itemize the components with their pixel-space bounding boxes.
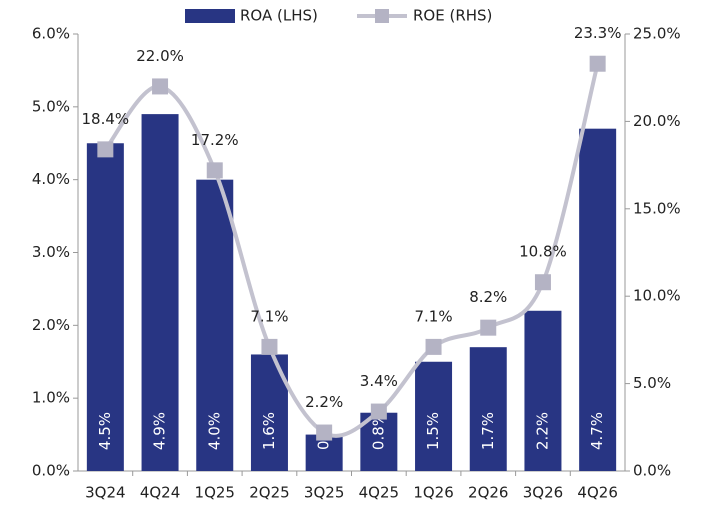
x-tick-label: 2Q25 — [249, 484, 289, 502]
bar-value-label: 4.7% — [588, 412, 606, 450]
legend-label: ROE (RHS) — [413, 7, 492, 25]
y-tick-label: 0.0% — [32, 462, 70, 480]
x-tick-label: 4Q26 — [577, 484, 617, 502]
legend-swatch — [185, 9, 235, 23]
y2-tick-label: 0.0% — [633, 462, 671, 480]
roe-marker — [480, 319, 497, 336]
y2-tick-label: 10.0% — [633, 287, 681, 305]
legend-label: ROA (LHS) — [240, 7, 318, 25]
x-tick-label: 4Q24 — [140, 484, 180, 502]
x-tick-label: 3Q25 — [304, 484, 344, 502]
bar — [469, 347, 507, 471]
roe-marker — [370, 403, 387, 420]
bar-value-label: 1.6% — [260, 412, 278, 450]
line-value-label: 23.3% — [574, 24, 622, 42]
roe-marker — [261, 338, 278, 355]
y-tick-label: 3.0% — [32, 243, 70, 261]
bar — [305, 434, 343, 471]
roe-marker — [152, 78, 169, 95]
bar-value-label: 1.5% — [424, 412, 442, 450]
bar — [415, 361, 453, 471]
bar-value-label: 4.9% — [151, 412, 169, 450]
roe-marker — [316, 424, 333, 441]
line-value-label: 22.0% — [136, 47, 184, 65]
legend-swatch — [375, 9, 389, 23]
y2-tick-label: 5.0% — [633, 374, 671, 392]
roe-marker — [97, 141, 114, 158]
bar-value-label: 4.0% — [205, 412, 223, 450]
roe-marker — [206, 162, 223, 179]
bar — [86, 143, 124, 471]
line-value-label: 18.4% — [82, 110, 130, 128]
x-tick-label: 4Q25 — [359, 484, 399, 502]
y-tick-label: 4.0% — [32, 170, 70, 188]
x-tick-label: 3Q26 — [523, 484, 563, 502]
x-tick-label: 3Q24 — [85, 484, 125, 502]
y-tick-label: 1.0% — [32, 389, 70, 407]
y-tick-label: 2.0% — [32, 316, 70, 334]
line-value-label: 7.1% — [250, 307, 288, 325]
line-value-label: 8.2% — [469, 288, 507, 306]
line-value-label: 17.2% — [191, 131, 239, 149]
roe-marker — [425, 338, 442, 355]
x-tick-label: 1Q26 — [413, 484, 453, 502]
y2-tick-label: 15.0% — [633, 199, 681, 217]
line-value-label: 10.8% — [519, 243, 567, 261]
roe-marker — [589, 55, 606, 72]
line-value-label: 3.4% — [360, 372, 398, 390]
bar — [141, 114, 179, 471]
x-tick-label: 1Q25 — [195, 484, 235, 502]
y-tick-label: 6.0% — [32, 25, 70, 43]
bar — [579, 128, 617, 471]
bar — [524, 310, 562, 471]
roe-marker — [534, 274, 551, 291]
x-tick-label: 2Q26 — [468, 484, 508, 502]
bar-value-label: 4.5% — [96, 412, 114, 450]
y2-tick-label: 25.0% — [633, 25, 681, 43]
bar-value-label: 1.7% — [479, 412, 497, 450]
line-value-label: 7.1% — [414, 307, 452, 325]
line-value-label: 2.2% — [305, 393, 343, 411]
bar — [196, 179, 234, 471]
bar-value-label: 0.8% — [369, 412, 387, 450]
y2-tick-label: 20.0% — [633, 112, 681, 130]
y-tick-label: 5.0% — [32, 97, 70, 115]
bar-value-label: 2.2% — [533, 412, 551, 450]
